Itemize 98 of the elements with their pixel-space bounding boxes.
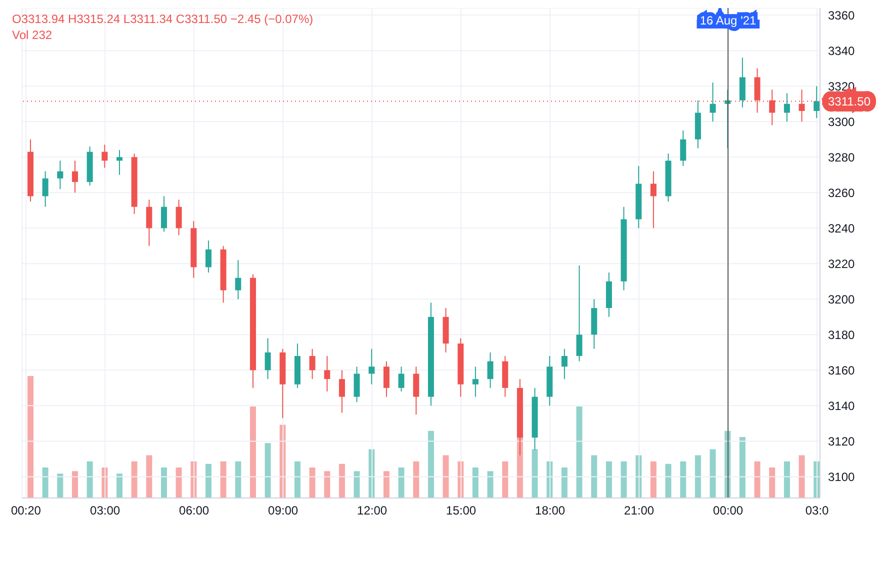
bar <box>57 474 64 498</box>
bar <box>754 461 760 498</box>
y-tick-label: 3260 <box>828 186 856 200</box>
x-tick-label: 12:00 <box>357 504 388 518</box>
candlestick <box>72 160 78 194</box>
bar <box>324 471 330 498</box>
candlestick <box>383 360 390 398</box>
bar <box>235 461 242 498</box>
y-tick-label: 3140 <box>828 398 856 413</box>
bar <box>220 461 226 498</box>
candlestick <box>146 199 152 246</box>
annotation: O3313.94 H3315.24 L3311.34 C3311.50 −2.45 (−0.07%) <box>12 12 314 26</box>
bar <box>116 474 122 498</box>
candlestick <box>42 170 48 208</box>
bar <box>784 461 790 498</box>
bar <box>131 461 138 498</box>
candlestick <box>324 355 330 392</box>
x-tick-label: 06:00 <box>179 504 210 518</box>
y-tick-label: 3360 <box>828 8 856 22</box>
candlestick <box>57 160 64 190</box>
x-tick-label: 21:00 <box>624 504 654 518</box>
bar <box>27 376 34 498</box>
y-tick-label: 3220 <box>828 256 856 271</box>
candlestick <box>784 92 790 122</box>
bar <box>442 455 449 498</box>
bar <box>576 406 582 498</box>
bar <box>428 430 434 498</box>
candlestick <box>739 57 746 108</box>
y-tick-label: 3340 <box>828 44 856 58</box>
bar <box>665 464 672 498</box>
bar <box>294 461 300 498</box>
y-tick-label: 3160 <box>828 363 856 378</box>
y-tick-label: 3200 <box>828 292 856 306</box>
bar <box>205 464 212 498</box>
bar <box>160 468 167 498</box>
candlestick <box>205 240 212 274</box>
candlestick <box>561 348 568 380</box>
y-tick-label: 3120 <box>828 434 856 448</box>
candlestick <box>680 130 686 167</box>
bar <box>338 464 345 498</box>
candlestick <box>309 348 316 380</box>
bar <box>309 468 316 498</box>
candlestick <box>102 144 108 168</box>
bar <box>42 468 48 498</box>
bar <box>398 468 404 498</box>
bar <box>413 461 420 498</box>
bar <box>487 471 494 498</box>
candlestick <box>264 338 271 380</box>
candlestick <box>398 366 404 392</box>
candlestick <box>116 150 122 176</box>
annotation: Vol 232 <box>12 28 52 42</box>
candlestick <box>650 170 656 229</box>
bar <box>472 468 478 498</box>
candlestick <box>368 348 375 385</box>
bar <box>176 468 182 498</box>
candlestick <box>160 196 167 232</box>
candlestick <box>576 264 582 362</box>
bar <box>694 455 701 498</box>
x-tick-label: 00:00 <box>713 504 744 518</box>
y-tick-label: 3240 <box>828 221 856 236</box>
bar <box>606 461 612 498</box>
x-tick-label: 09:00 <box>268 504 298 518</box>
bar <box>250 406 256 498</box>
x-tick-label: 03:0 <box>805 504 830 518</box>
bar <box>561 468 568 498</box>
bar <box>591 455 598 498</box>
bar <box>739 437 746 498</box>
y-tick-label: 3300 <box>828 114 856 129</box>
bar <box>532 449 538 498</box>
y-tick-label: 3280 <box>828 150 856 164</box>
bar <box>72 471 78 498</box>
bar <box>146 455 152 498</box>
x-tick-label: 00:20 <box>10 504 42 518</box>
candlestick <box>814 86 820 119</box>
bar <box>680 461 686 498</box>
candlestick <box>235 260 242 300</box>
candlestick <box>413 366 420 416</box>
bar <box>86 461 93 498</box>
candlestick <box>354 366 360 403</box>
candlestick <box>487 352 494 388</box>
candlestick <box>338 370 345 414</box>
candlestick <box>710 82 716 122</box>
x-tick-label: 15:00 <box>446 504 476 518</box>
bar <box>798 455 805 498</box>
bar <box>650 461 656 498</box>
bar <box>502 461 508 498</box>
y-tick-label: 3100 <box>828 470 856 484</box>
candlestick <box>176 199 182 236</box>
bar <box>383 471 390 498</box>
bar <box>769 468 776 498</box>
bar <box>264 443 271 498</box>
bar <box>620 461 627 498</box>
bar <box>354 471 360 498</box>
candlestick <box>472 366 478 398</box>
x-tick-label: 18:00 <box>535 504 566 518</box>
x-tick-label: 03:00 <box>90 504 120 518</box>
y-tick-label: 3180 <box>828 328 856 342</box>
bar <box>710 449 716 498</box>
